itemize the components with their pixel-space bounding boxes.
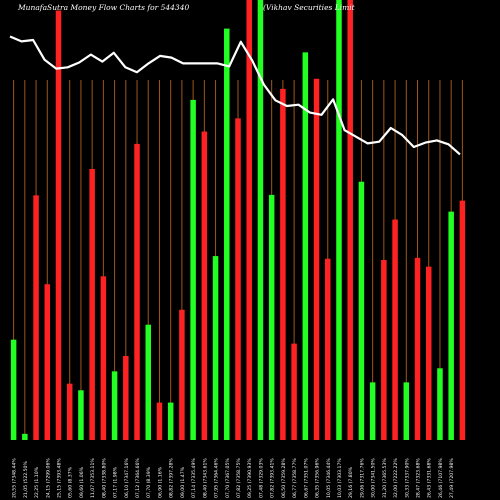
bar xyxy=(369,382,376,440)
x-tick-label: 07,82 (7358.75% xyxy=(236,458,242,498)
bar xyxy=(179,309,185,440)
bar xyxy=(167,402,174,440)
bar xyxy=(89,168,95,440)
x-tick-label: 27,49 (7207.98% xyxy=(449,458,455,498)
x-tick-label: 26,43 (7331.68% xyxy=(427,458,433,498)
bar xyxy=(100,276,107,440)
x-tick-label: 10,03 (7303.17% xyxy=(337,458,343,498)
bar xyxy=(111,371,118,440)
x-tick-label: 06,35 (7356.96% xyxy=(315,458,321,498)
bar xyxy=(123,355,129,440)
bar xyxy=(55,10,62,441)
bar xyxy=(33,195,39,440)
bar xyxy=(10,339,17,440)
x-tick-label: 07,95 (7364.46% xyxy=(214,458,220,498)
bar xyxy=(448,211,454,440)
x-tick-label: 07,17 (1.98% xyxy=(113,466,119,498)
bar xyxy=(201,131,208,440)
bar xyxy=(134,143,140,440)
bar xyxy=(22,433,28,440)
x-tick-label: 29,16 (7.80% xyxy=(348,466,354,498)
bar xyxy=(224,28,230,440)
x-tick-label: 06,10 (7347.16% xyxy=(124,458,130,498)
bar xyxy=(268,194,275,440)
bar xyxy=(403,382,410,440)
bar xyxy=(302,52,309,441)
bar xyxy=(358,181,365,440)
bar xyxy=(347,0,353,440)
bar xyxy=(257,0,264,440)
bar xyxy=(280,88,286,440)
bar xyxy=(425,266,432,440)
bars xyxy=(10,0,466,441)
x-tick-label: 09,60 (1.06% xyxy=(79,466,85,498)
x-tick-label: 21,05 (522.50% xyxy=(23,461,29,498)
x-tick-labels: 20,55 (7348.44% 21,05 (522.50% 22,25 (1.10… xyxy=(12,458,456,498)
x-tick-label: 08,40 (7343.61% xyxy=(202,458,208,498)
bar xyxy=(414,257,421,440)
x-tick-label: 22,25 (1.10% xyxy=(34,466,40,498)
x-tick-label: 30,33 (7337.90% xyxy=(404,458,410,498)
x-tick-label: 07,48 (7329.03% xyxy=(258,458,264,498)
bar xyxy=(325,258,331,440)
x-tick-label: 10,05 (7346.44% xyxy=(326,458,332,498)
x-tick-label: 08,40 (7338.80% xyxy=(101,458,107,498)
bar xyxy=(156,402,163,440)
x-tick-label: 05,60 (8.37% xyxy=(68,466,74,498)
bar xyxy=(336,0,342,440)
x-tick-label: 06,77 (7358.77% xyxy=(292,458,298,498)
bar xyxy=(235,118,241,441)
x-tick-label: 09,25 (7390.93% xyxy=(247,458,253,498)
x-tick-label: 24,15 (7299.06% xyxy=(45,458,51,498)
bar xyxy=(459,200,466,440)
bar xyxy=(313,78,320,440)
bar xyxy=(145,324,151,440)
bar xyxy=(381,260,387,440)
money-flow-line xyxy=(9,35,461,156)
x-tick-label: 20,55 (7348.44% xyxy=(12,458,18,498)
x-tick-label: 29,06 (7317.76% xyxy=(359,458,365,498)
x-tick-label: 06,50 (7359.28% xyxy=(281,458,287,498)
bar xyxy=(437,368,443,440)
bar xyxy=(291,343,297,440)
x-tick-label: 31,20 (7365.53% xyxy=(382,458,388,498)
bar xyxy=(190,99,196,440)
bar xyxy=(44,284,51,440)
x-tick-label: 06,90 (1.16% xyxy=(157,466,163,498)
x-tick-label: 28,47 (7323.68% xyxy=(416,458,422,498)
x-tick-label: 07,70 (7367.05% xyxy=(225,458,231,498)
x-tick-label: 26,46 (7107.98% xyxy=(438,458,444,498)
bar xyxy=(78,390,84,440)
x-tick-label: 09,00 (1.47% xyxy=(180,466,186,498)
x-tick-label: 08,82 (7397.28% xyxy=(169,458,175,498)
bar xyxy=(66,383,73,440)
chart-subtitle: (Vikhav Securities Limit xyxy=(263,3,356,12)
x-tick-label: 07,14 (7335.49% xyxy=(191,458,197,498)
x-tick-label: 11,07 (7353.11% xyxy=(90,458,96,498)
bar xyxy=(246,0,252,440)
x-tick-label: 06,67 (7351.07% xyxy=(303,458,309,498)
x-tick-label: 25,15 (7393.48% xyxy=(56,458,62,498)
chart-title: MunafaSutra Money Flow Charts for 544340 xyxy=(17,3,189,12)
x-tick-label: 32,00 (7222.22% xyxy=(393,458,399,498)
x-tick-label: 07,70 (8.39% xyxy=(146,466,152,498)
bar xyxy=(392,219,398,440)
x-tick-label: 30,00 (7341.50% xyxy=(371,458,377,498)
x-tick-label: 07,12 (7364.66% xyxy=(135,458,141,498)
bar xyxy=(212,256,219,440)
x-tick-label: 07,82 (7393.41% xyxy=(270,458,276,498)
